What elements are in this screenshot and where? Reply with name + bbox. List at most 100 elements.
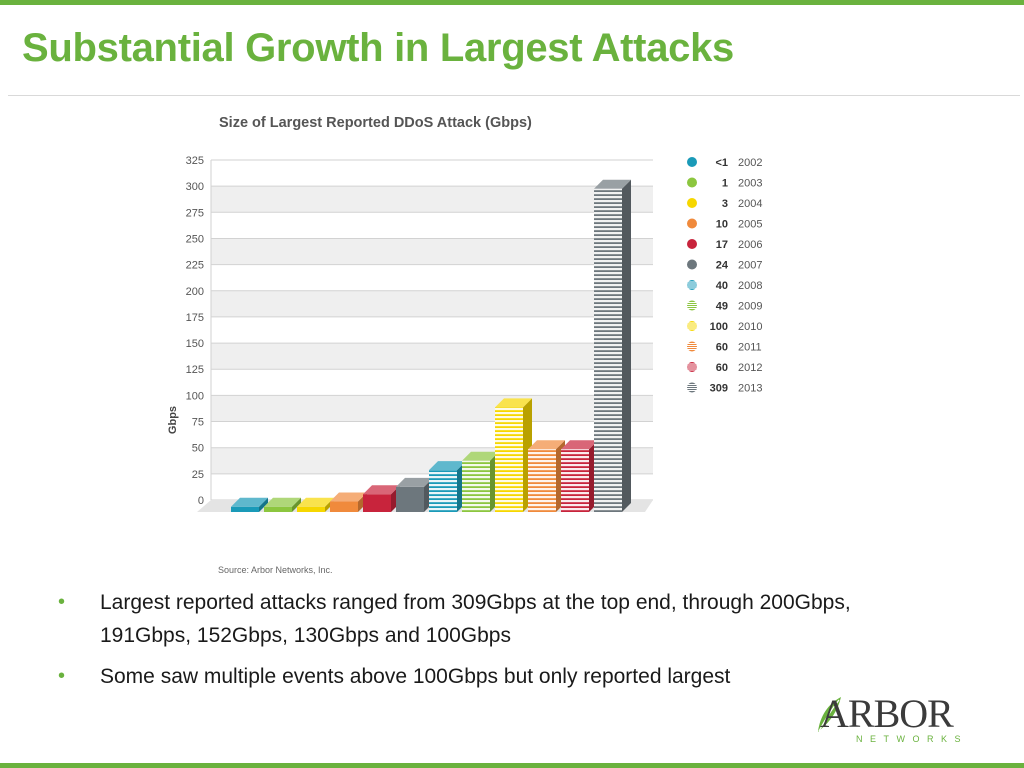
bar-top	[528, 440, 565, 450]
bullet-item: • Some saw multiple events above 100Gbps…	[58, 660, 938, 693]
chart-bars	[231, 179, 631, 512]
bullet-text: Some saw multiple events above 100Gbps b…	[100, 665, 731, 688]
legend-value: 100	[710, 321, 728, 333]
chart-title: Size of Largest Reported DDoS Attack (Gb…	[219, 115, 532, 131]
grid-band	[211, 212, 653, 239]
y-tick-label: 100	[186, 390, 204, 402]
y-tick-label: 125	[186, 364, 204, 376]
y-tick-label: 0	[198, 495, 204, 507]
y-tick-label: 325	[186, 155, 204, 167]
bar-top	[429, 461, 466, 471]
title-divider	[8, 95, 1020, 96]
legend-item: 10 2005	[687, 218, 762, 231]
y-tick-label: 50	[192, 443, 204, 455]
bar-2007	[396, 477, 433, 512]
y-axis-label: Gbps	[167, 406, 179, 434]
bottom-accent-bar	[0, 763, 1024, 768]
legend-item: 3 2004	[687, 198, 762, 210]
bar-top	[594, 179, 631, 189]
y-tick-label: 275	[186, 207, 204, 219]
bar-stripes	[462, 460, 490, 512]
legend-year: 2005	[738, 219, 762, 231]
bar-top	[231, 497, 268, 507]
top-accent-bar	[0, 0, 1024, 5]
y-tick-label: 75	[192, 417, 204, 429]
legend-year: 2006	[738, 239, 762, 251]
grid-band	[211, 264, 653, 291]
bar-2008	[429, 461, 466, 512]
legend-dot	[687, 239, 697, 249]
legend-year: 2007	[738, 260, 762, 272]
legend-dot	[687, 157, 697, 167]
bar-stripes	[429, 470, 457, 512]
bar-2006	[363, 485, 400, 512]
legend-year: 2008	[738, 280, 762, 292]
bar-2012	[561, 440, 598, 512]
bar-top	[462, 451, 499, 461]
bar-2003	[264, 497, 301, 512]
bullet-text: Largest reported attacks ranged from 309…	[100, 591, 851, 647]
bar-top	[561, 440, 598, 450]
legend-value: 60	[716, 362, 728, 374]
legend-value: 3	[722, 198, 728, 210]
legend-value: 1	[722, 178, 728, 190]
legend-year: 2011	[738, 342, 762, 354]
bar-stripes	[528, 449, 556, 512]
logo-subtext: NETWORKS	[856, 734, 969, 744]
legend-value: 17	[716, 239, 728, 251]
leaf-icon	[818, 697, 841, 732]
bar-top	[264, 497, 301, 507]
bar-top	[297, 497, 334, 507]
bar-2002	[231, 497, 268, 512]
grid-band	[211, 316, 653, 344]
grid-band	[211, 160, 653, 187]
y-tick-label: 250	[186, 233, 204, 245]
legend-value: 10	[716, 219, 728, 231]
bar-2010	[495, 398, 532, 512]
legend-item: 17 2006	[687, 239, 762, 251]
bar-side	[292, 497, 301, 512]
legend-dot	[687, 259, 697, 270]
grid-band	[211, 395, 653, 422]
legend-item: 1 2003	[687, 177, 762, 190]
bar-2011	[528, 440, 565, 512]
grid-band	[211, 369, 653, 396]
arbor-networks-logo: ARBOR NETWORKS	[812, 692, 982, 748]
bullet-list: • Largest reported attacks ranged from 3…	[58, 586, 938, 701]
grid-band	[211, 238, 653, 265]
ddos-bar-chart: Size of Largest Reported DDoS Attack (Gb…	[167, 115, 762, 575]
legend-item: 100 2010	[687, 321, 762, 333]
legend-dot	[687, 218, 697, 229]
bar-front	[264, 506, 292, 512]
legend-year: 2009	[738, 301, 762, 313]
bar-side	[622, 179, 631, 512]
legend-item: 309 2013	[687, 382, 762, 395]
legend-value: 49	[716, 301, 728, 313]
legend-year: 2010	[738, 321, 762, 333]
bullet-dot: •	[58, 591, 66, 613]
bar-front	[231, 506, 259, 512]
bar-side	[259, 497, 268, 512]
legend-item: 49 2009	[687, 300, 762, 313]
grid-band	[211, 290, 653, 317]
chart-legend: <1 2002 1 2003 3 2004 10 2005 17 2006 24 2007 40 2008…	[687, 157, 762, 395]
bar-top	[495, 398, 532, 408]
legend-year: 2003	[738, 178, 762, 190]
y-tick-label: 175	[186, 312, 204, 324]
legend-year: 2013	[738, 383, 762, 395]
bar-front	[363, 494, 391, 512]
y-tick-label: 25	[192, 469, 204, 481]
legend-value: 309	[710, 383, 728, 395]
bar-top	[363, 485, 400, 495]
y-tick-label: 225	[186, 260, 204, 272]
bullet-item: • Largest reported attacks ranged from 3…	[58, 586, 938, 652]
logo-wordmark: ARBOR	[820, 691, 954, 736]
legend-year: 2002	[738, 157, 762, 169]
y-tick-label: 150	[186, 338, 204, 350]
legend-year: 2004	[738, 198, 762, 210]
bullet-dot: •	[58, 665, 66, 687]
slide-title: Substantial Growth in Largest Attacks	[22, 26, 734, 70]
legend-value: <1	[715, 157, 728, 169]
y-tick-label: 300	[186, 181, 204, 193]
legend-value: 40	[716, 280, 728, 292]
